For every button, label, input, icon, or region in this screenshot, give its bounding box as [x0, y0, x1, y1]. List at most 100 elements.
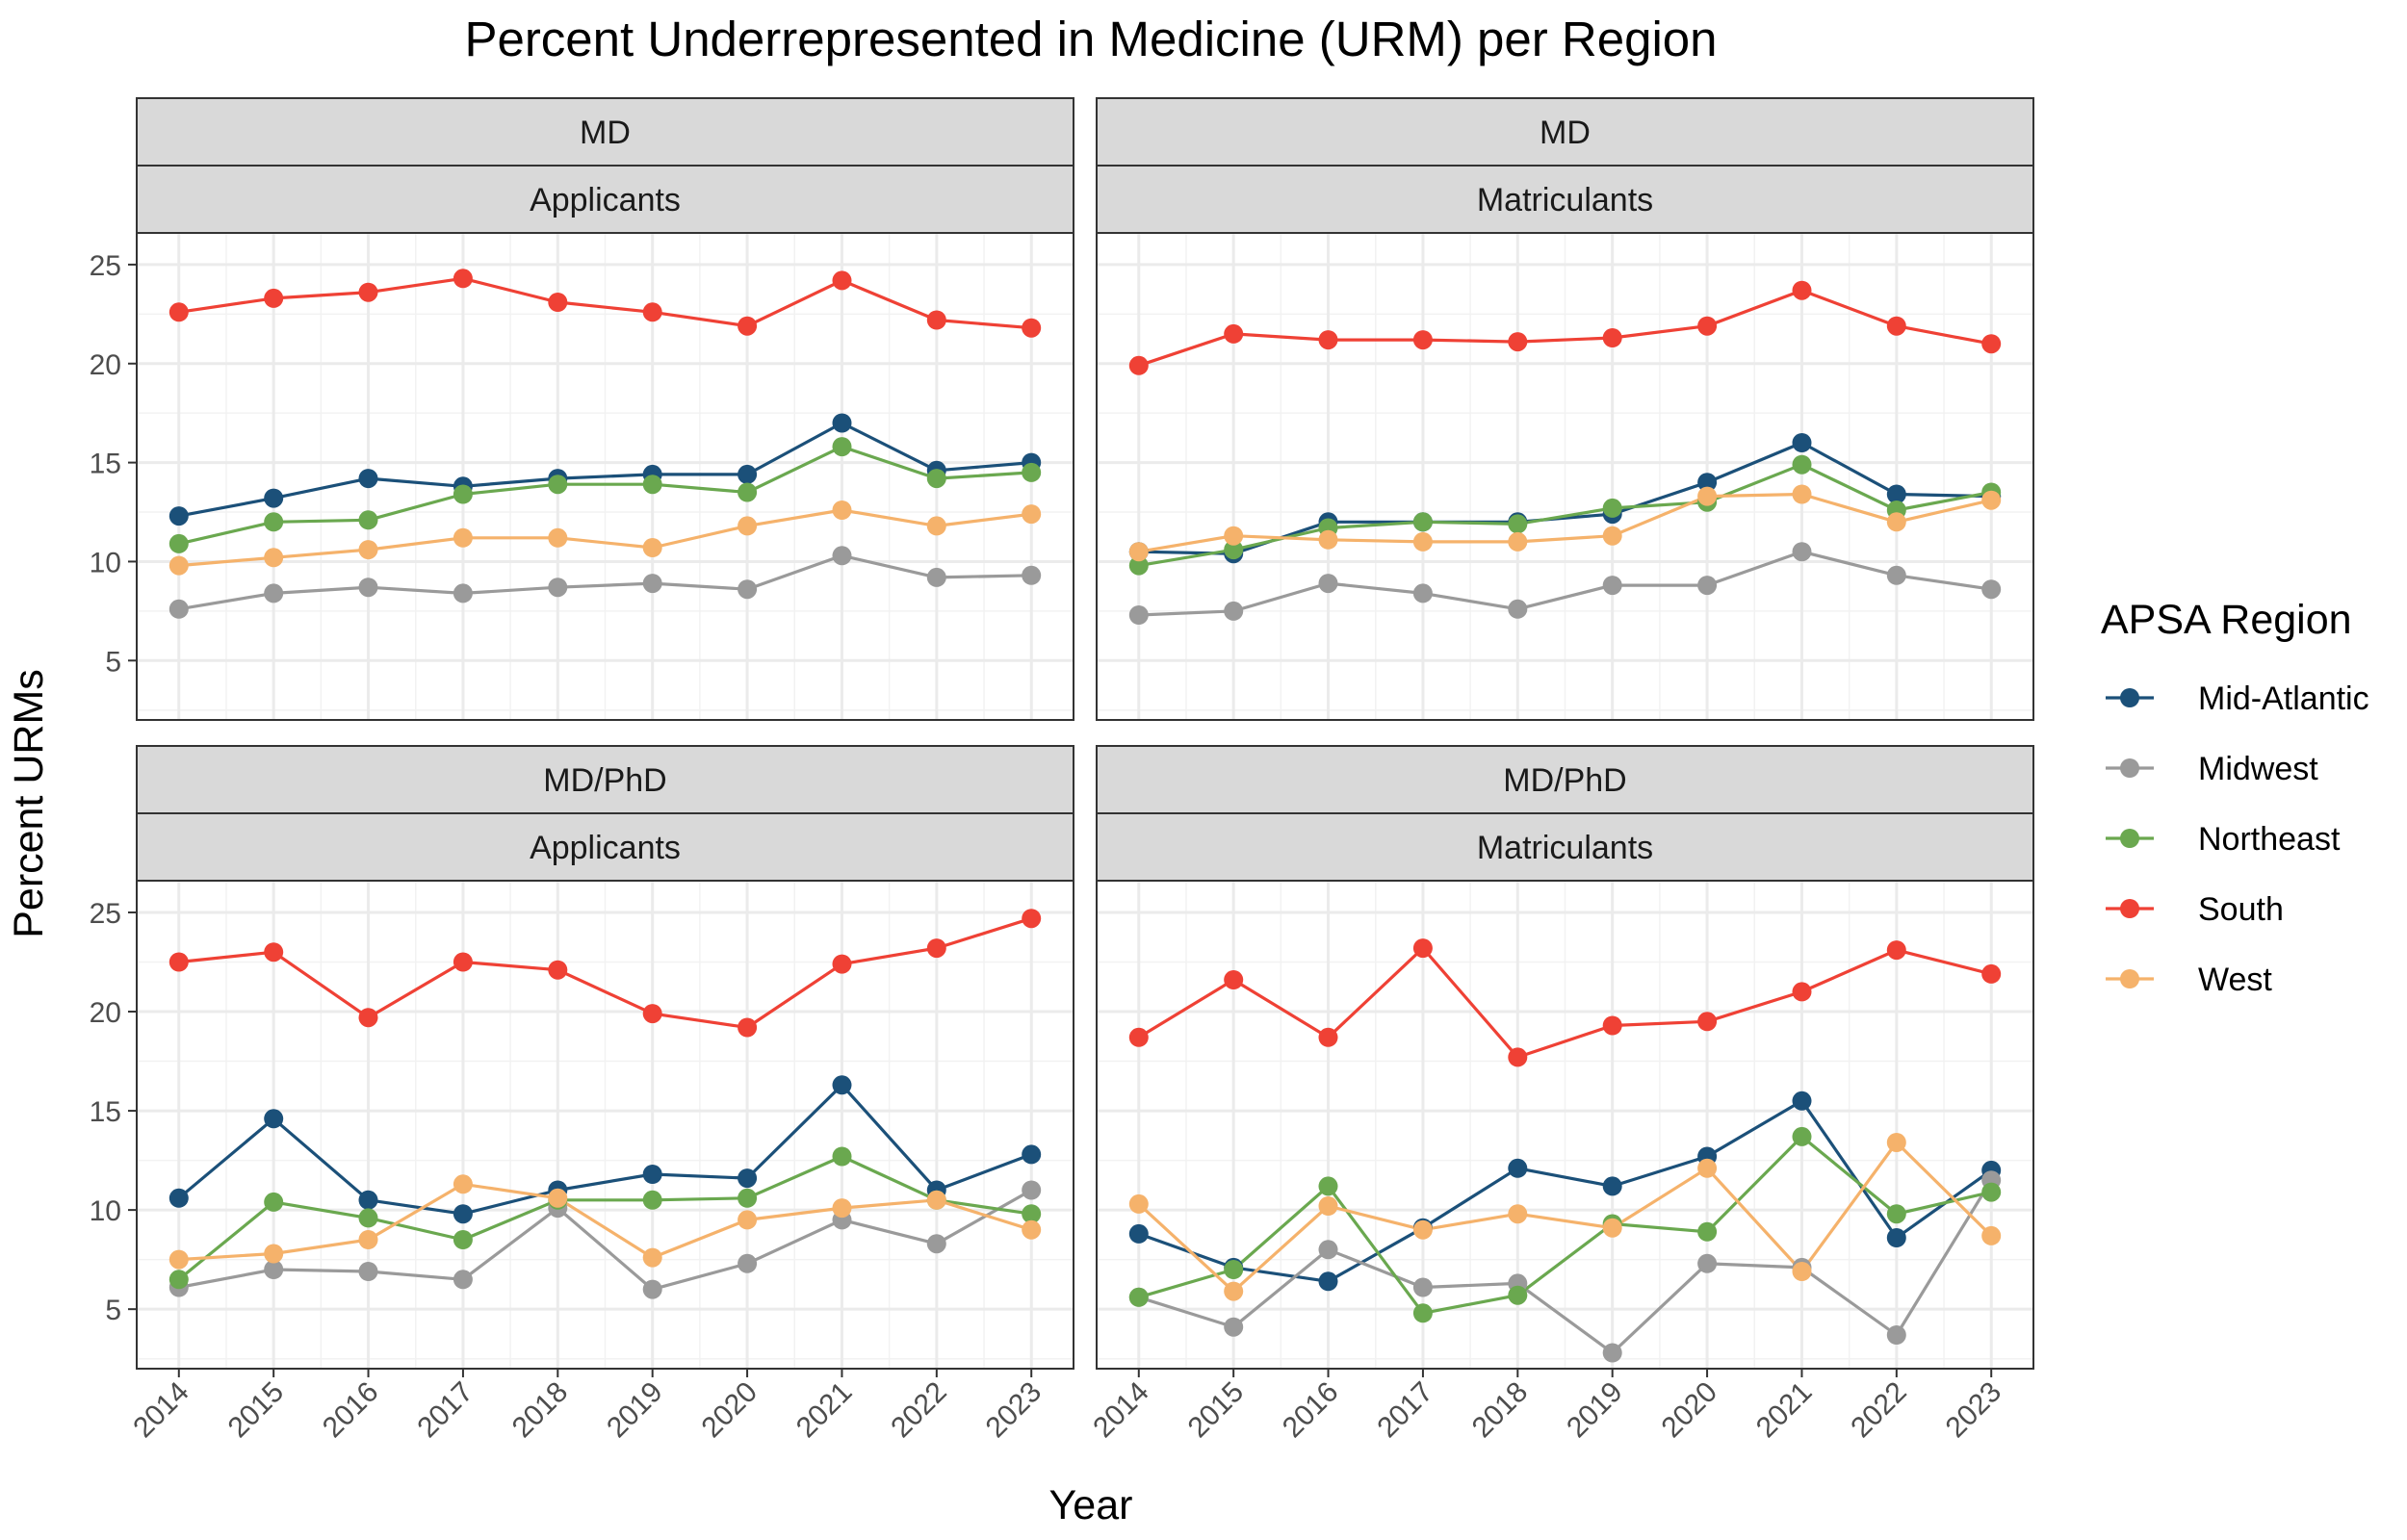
- x-tick-label: 2023: [980, 1376, 1048, 1445]
- legend-entry: Northeast: [2106, 821, 2341, 858]
- legend-entry: South: [2106, 891, 2284, 928]
- data-point-west: [168, 1249, 189, 1270]
- data-point-northeast: [1412, 512, 1433, 532]
- data-point-south: [1602, 328, 1622, 347]
- y-axis-title: Percent URMs: [6, 669, 52, 938]
- data-point-west: [926, 516, 946, 536]
- data-point-west: [642, 538, 662, 557]
- data-point-midwest: [832, 546, 852, 566]
- data-point-northeast: [1981, 1182, 2002, 1202]
- strip-bottom-label: Matriculants: [1477, 830, 1653, 866]
- data-point-south: [832, 270, 852, 291]
- data-point-midwest: [264, 583, 284, 603]
- data-point-northeast: [358, 510, 378, 530]
- data-point-northeast: [1602, 498, 1622, 518]
- data-point-northeast: [926, 469, 946, 489]
- data-point-west: [1697, 486, 1718, 506]
- series-line-northeast: [177, 1154, 1032, 1281]
- strip-top-label: MD: [580, 115, 631, 151]
- data-point-west: [1792, 1262, 1812, 1281]
- strip-bottom-label: Matriculants: [1477, 182, 1653, 218]
- data-point-south: [738, 1017, 758, 1038]
- y-tick-label: 25: [90, 250, 121, 282]
- data-point-south: [1697, 1012, 1718, 1032]
- data-point-mid-atlantic: [1886, 484, 1906, 504]
- data-point-south: [926, 938, 946, 959]
- series-line-midwest: [178, 1189, 1032, 1292]
- x-tick-label: 2018: [506, 1376, 575, 1445]
- data-point-south: [1508, 332, 1528, 352]
- data-point-mid-atlantic: [1508, 1158, 1528, 1178]
- data-point-south: [1697, 316, 1718, 336]
- data-point-midwest: [1318, 574, 1338, 594]
- x-tick-label: 2021: [790, 1376, 859, 1445]
- data-point-south: [1412, 330, 1433, 350]
- legend-label: Mid-Atlantic: [2198, 680, 2369, 717]
- data-point-west: [264, 548, 284, 568]
- data-point-midwest: [358, 1262, 378, 1281]
- series-line-midwest: [178, 553, 1032, 611]
- x-axis: 2014 2015 2016 2017 2018 2019 2020 2021 2022 2023…: [127, 1369, 2007, 1444]
- panels: MDApplicants510152025MDMatriculantsMD/Ph…: [90, 97, 2034, 1370]
- strip-top-bg: [136, 745, 1074, 814]
- data-point-midwest: [1318, 1240, 1338, 1260]
- data-point-northeast: [642, 475, 662, 495]
- legend-entry: Midwest: [2106, 751, 2318, 787]
- data-point-south: [264, 288, 284, 308]
- data-point-northeast: [264, 512, 284, 532]
- data-point-mid-atlantic: [1318, 1271, 1338, 1292]
- panel-border: [136, 880, 1074, 1370]
- x-tick-label: 2014: [127, 1376, 195, 1445]
- data-point-south: [1224, 970, 1244, 989]
- x-tick-label: 2016: [317, 1376, 385, 1445]
- data-point-midwest: [548, 578, 568, 598]
- x-tick-label: 2019: [601, 1376, 669, 1445]
- data-point-northeast: [832, 437, 852, 457]
- legend-swatch-point: [2120, 758, 2139, 778]
- data-point-northeast: [1412, 1303, 1433, 1323]
- data-point-west: [1412, 531, 1433, 552]
- data-point-mid-atlantic: [1886, 1228, 1906, 1247]
- data-point-midwest: [642, 1279, 662, 1299]
- panel-border: [136, 232, 1074, 721]
- x-axis-title: Year: [1049, 1482, 1133, 1528]
- data-point-northeast: [358, 1208, 378, 1228]
- panel-border: [1096, 880, 2034, 1370]
- data-point-west: [1412, 1219, 1433, 1240]
- data-point-south: [1886, 316, 1906, 336]
- data-point-south: [926, 310, 946, 330]
- data-point-west: [358, 1230, 378, 1249]
- data-point-mid-atlantic: [1697, 473, 1718, 493]
- series-line-mid-atlantic: [177, 1083, 1032, 1216]
- series-line-northeast: [178, 445, 1032, 546]
- y-tick-label: 10: [90, 547, 121, 578]
- data-point-south: [548, 293, 568, 312]
- data-point-midwest: [926, 567, 946, 587]
- data-point-south: [642, 302, 662, 322]
- x-tick-label: 2021: [1750, 1376, 1819, 1445]
- panel-border: [1096, 232, 2034, 721]
- x-tick-label: 2018: [1466, 1376, 1535, 1445]
- panel-3: MD/PhD Applicants 5 10 15 20 25: [90, 745, 1074, 1370]
- strip-bottom-bg: [1096, 165, 2034, 234]
- data-point-west: [1128, 542, 1149, 562]
- data-point-west: [1792, 484, 1812, 504]
- data-point-midwest: [1886, 1325, 1906, 1345]
- x-tick-label: 2023: [1940, 1376, 2008, 1445]
- series-line-west: [1137, 1141, 1993, 1294]
- series-line-west: [1138, 492, 1992, 553]
- data-point-west: [1697, 1158, 1718, 1178]
- data-point-west: [642, 1247, 662, 1268]
- y-tick-label: 15: [90, 1096, 121, 1128]
- strip-top-bg: [1096, 745, 2034, 814]
- y-tick-label: 25: [90, 898, 121, 930]
- series-line-west: [178, 1182, 1032, 1262]
- data-point-midwest: [1697, 1253, 1718, 1273]
- y-tick-label: 10: [90, 1195, 121, 1227]
- data-point-midwest: [358, 578, 378, 598]
- legend-swatch-point: [2120, 899, 2139, 918]
- data-point-south: [1508, 1047, 1528, 1067]
- panel-4: MD/PhD Matriculants: [1096, 745, 2034, 1370]
- data-point-midwest: [642, 574, 662, 594]
- data-point-west: [738, 516, 758, 536]
